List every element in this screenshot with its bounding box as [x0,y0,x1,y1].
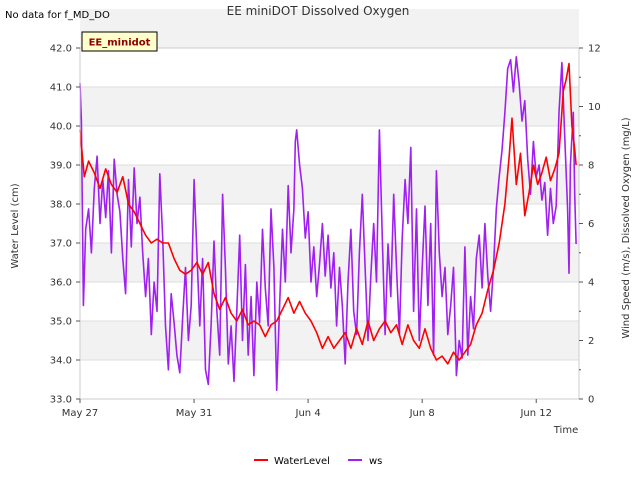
y-left-tick-label: 34.0 [50,356,72,367]
y-right-tick-label: 6 [588,219,594,230]
x-tick-label: Jun 12 [519,408,552,419]
legend-label-waterlevel: WaterLevel [274,456,330,467]
series-layer [79,55,577,392]
y-axis-right-label: Wind Speed (m/s), Dissolved Oxygen (mg/L… [621,117,632,338]
series-line-waterlevel [79,62,577,365]
y-right-tick-label: 4 [588,278,594,289]
y-left-tick-label: 36.0 [50,278,72,289]
y-left-tick-label: 41.0 [50,83,72,94]
y-left-tick-label: 37.0 [50,239,72,250]
legend: WaterLevel ws [254,456,382,467]
y-axis-left-label: Water Level (cm) [10,183,21,268]
right-axis-ticks: 0 2 4 6 8 10 12 [579,44,601,406]
y-left-tick-label: 42.0 [50,44,72,55]
station-badge-label: EE_minidot [89,38,151,49]
x-axis-ticks: May 27 May 31 Jun 4 Jun 8 Jun 12 [62,399,552,419]
y-right-tick-label: 10 [588,102,601,113]
series-line-ws [79,55,577,392]
y-left-tick-label: 38.0 [50,200,72,211]
no-data-note: No data for f_MD_DO [5,10,110,21]
y-right-tick-label: 8 [588,161,594,172]
y-left-tick-label: 33.0 [50,395,72,406]
chart-title: EE miniDOT Dissolved Oxygen [227,4,410,18]
station-badge-box [81,31,158,52]
y-left-tick-label: 35.0 [50,317,72,328]
background-bands [80,9,579,360]
background-band [80,9,579,48]
x-tick-label: Jun 8 [409,408,435,419]
x-axis-label: Time [553,425,578,436]
left-axis-ticks: 33.0 34.0 35.0 36.0 37.0 38.0 39.0 40.0 41.0 42.0 [50,44,80,406]
y-left-tick-label: 39.0 [50,161,72,172]
station-badge: EE_minidot [81,31,158,52]
x-tick-label: Jun 4 [295,408,321,419]
y-right-tick-label: 0 [588,395,594,406]
legend-label-ws: ws [369,456,382,467]
background-band [80,165,579,204]
y-right-tick-label: 2 [588,336,594,347]
x-tick-label: May 27 [62,408,99,419]
y-right-tick-label: 12 [588,44,601,55]
background-band [80,87,579,126]
y-left-tick-label: 40.0 [50,122,72,133]
x-tick-label: May 31 [176,408,213,419]
